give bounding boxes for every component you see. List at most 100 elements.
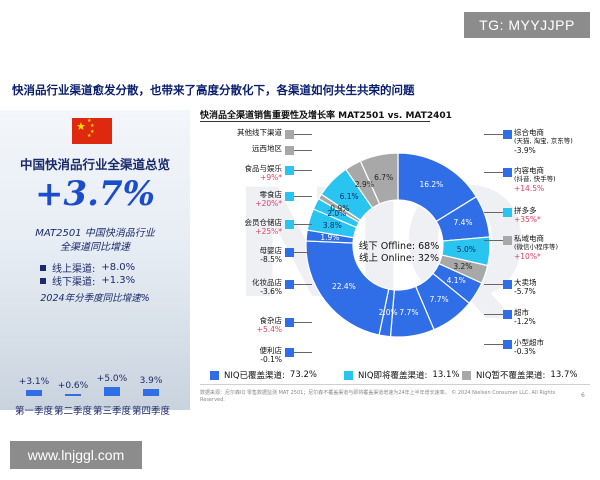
channel-name: 大卖场: [514, 278, 537, 287]
offline-channel-label: 食品与娱乐 +9%*: [222, 164, 283, 183]
channel-swatch: [285, 280, 294, 289]
legend-value: 73.2%: [289, 370, 317, 380]
leader-line: [294, 224, 312, 225]
quarter-label: 第三季度: [92, 406, 131, 417]
channel-swatch: [503, 168, 512, 177]
channel-swatch: [285, 318, 294, 327]
leader-line: [484, 134, 503, 135]
slice-label: 6.7%: [374, 173, 394, 182]
channel-growth: -3.6%: [260, 287, 282, 297]
slice-label: 0.9%: [330, 203, 350, 213]
channel-name: 内容电商: [514, 166, 544, 175]
leader-line: [294, 196, 312, 197]
online-channel-label: 小型超市 -0.3%: [514, 338, 594, 357]
slice-label: 7.7%: [399, 307, 419, 317]
quarter-value: +0.6%: [57, 381, 89, 391]
quarter-label: 第二季度: [53, 406, 92, 417]
leader-line: [294, 352, 312, 353]
channel-value: +8.0%: [101, 262, 136, 273]
slice-label: 3.2%: [453, 261, 473, 271]
channel-swatch: [285, 166, 294, 175]
page-title: 快消品行业渠道愈发分散，也带来了高度分散化下，各渠道如何共生共荣的问题: [12, 83, 415, 97]
channel-name: 零食店: [259, 190, 283, 199]
channel-examples: (抖音, 快手等): [514, 175, 556, 184]
quarter-value: +3.1%: [18, 377, 50, 388]
legend-value: 13.1%: [432, 370, 460, 380]
online-channel-label: 综合电商 (天猫, 淘宝, 京东等) -3.9%: [514, 128, 594, 155]
legend-swatch: [344, 370, 353, 380]
donut-center-offline: 线下 Offline: 68%: [358, 241, 440, 252]
channel-swatch: [285, 192, 294, 201]
channel-swatch: [503, 130, 512, 139]
channel-examples: (天猫, 淘宝, 京东等): [514, 137, 573, 146]
channel-swatch: [285, 248, 294, 257]
slice-label: 5.0%: [456, 244, 476, 254]
legend-label: NIQ即将覆盖渠道:: [358, 371, 428, 381]
channel-swatch: [285, 130, 294, 139]
china-flag-icon: ★ ★ ★ ★ ★: [72, 118, 112, 144]
channel-swatch: [503, 208, 512, 217]
leader-line: [484, 284, 503, 285]
channel-growth: +5.4%: [256, 325, 282, 335]
offline-channel-label: 零食店 +20%*: [222, 190, 282, 209]
slice-label: 7.7%: [429, 294, 449, 304]
online-channel-label: 大卖场 -5.7%: [514, 278, 594, 297]
offline-channel-label: 食杂店 +5.4%: [222, 316, 282, 335]
offline-growth-row: 线下渠道: +1.3%: [40, 273, 135, 288]
offline-channel-label: 母婴店 -8.5%: [222, 246, 283, 265]
footnote-source: 数据来源：尼尔森IQ 零售数据监测 MAT 2501；尼尔森不覆盖渠道与即将覆盖…: [200, 390, 450, 396]
channel-name: 小型超市: [514, 338, 544, 347]
channel-growth: +9%*: [260, 173, 282, 183]
offline-channel-label: 远西地区: [222, 144, 282, 153]
channel-growth: +10%*: [514, 251, 541, 261]
offline-channel-label: 会员仓储店 +25%*: [222, 218, 283, 237]
slice-label: 22.4%: [331, 281, 356, 291]
copyright: © 2024 Nielsen Consumer LLC. All Rights …: [200, 390, 556, 403]
online-channel-label: 私域电商 (微信小程序等) +10%*: [514, 234, 594, 261]
bullet-icon: [40, 264, 46, 271]
legend-label: NIQ暂不覆盖渠道:: [476, 371, 546, 381]
slice-label: 2.9%: [354, 180, 374, 190]
channel-name: 化妆品店: [252, 278, 282, 287]
leader-line: [484, 344, 503, 345]
offline-channel-label: 便利店 -0.1%: [222, 346, 283, 365]
overview-subtitle-2: 全渠道同比增速: [60, 242, 130, 253]
quarter-bar: [104, 387, 120, 396]
quarter-value: +5.0%: [96, 374, 128, 384]
bullet-icon: [40, 277, 46, 284]
channel-swatch: [503, 236, 512, 245]
channel-swatch: [503, 340, 512, 349]
channel-name: 食杂店: [259, 316, 283, 325]
legend-covered: NIQ已覆盖渠道: 73.2%: [210, 369, 317, 381]
donut-slice: [305, 240, 390, 336]
watermark-bottom: www.lnjggl.com: [10, 441, 142, 469]
leader-line: [294, 170, 312, 171]
quarter-chart-title: 2024年分季度同比增速%: [40, 293, 150, 304]
leader-line: [484, 212, 503, 213]
offline-channel-label: 化妆品店 -3.6%: [222, 278, 282, 297]
slice-label: 4.1%: [446, 276, 466, 286]
channel-name: 私域电商: [514, 234, 544, 243]
channel-name: 拼多多: [514, 206, 537, 215]
leader-line: [484, 314, 503, 315]
leader-line: [294, 284, 312, 285]
channel-growth: -3.9%: [514, 145, 536, 155]
channel-growth: -5.7%: [514, 287, 536, 297]
channel-label: 线下渠道:: [52, 277, 96, 288]
overview-panel: ★ ★ ★ ★ ★ 中国快消品行业全渠道总览 +3.7% MAT2501 中国快…: [0, 110, 190, 417]
total-growth-value: +3.7%: [35, 174, 155, 214]
slice-label: 16.2%: [419, 180, 444, 190]
leader-line: [294, 150, 312, 151]
leader-line: [484, 240, 503, 241]
online-channel-label: 拼多多 +35%*: [514, 206, 594, 225]
quarter-bar: [143, 388, 159, 396]
quarter-label: 第一季度: [14, 406, 53, 417]
channel-swatch: [285, 146, 294, 155]
legend-swatch: [462, 370, 471, 380]
slice-label: 2.0%: [378, 307, 398, 317]
channel-name: 其他线下渠道: [237, 128, 282, 137]
quarter-bar: [26, 390, 42, 396]
channel-name: 便利店: [259, 346, 283, 355]
slice-label: 3.8%: [322, 220, 342, 230]
leader-line: [484, 172, 503, 173]
